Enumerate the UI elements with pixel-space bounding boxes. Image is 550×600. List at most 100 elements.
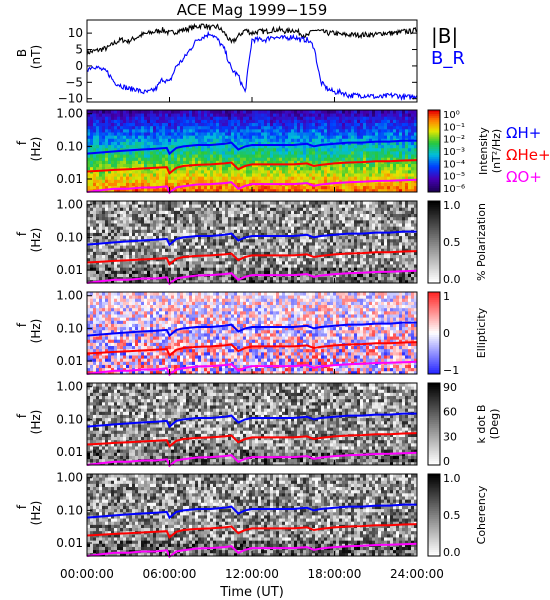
- heatmap-cell: [168, 141, 172, 146]
- heatmap-cell: [258, 235, 262, 240]
- heatmap-cell: [363, 176, 367, 180]
- heatmap-cell: [123, 119, 127, 124]
- heatmap-cell: [240, 125, 244, 130]
- heatmap-cell: [120, 110, 124, 114]
- heatmap-cell: [213, 135, 217, 139]
- heatmap-cell: [126, 179, 130, 183]
- heatmap-cell: [231, 242, 235, 246]
- heatmap-cell: [318, 125, 322, 130]
- heatmap-cell: [147, 204, 151, 208]
- heatmap-cell: [249, 213, 253, 218]
- heatmap-cell: [189, 151, 193, 155]
- heatmap-cell: [306, 267, 310, 271]
- heatmap-cell: [123, 125, 127, 130]
- heatmap-cell: [231, 163, 235, 168]
- heatmap-cell: [396, 119, 400, 124]
- heatmap-cell: [111, 138, 115, 142]
- heatmap-cell: [252, 210, 256, 215]
- heatmap-cell: [162, 216, 166, 221]
- heatmap-cell: [168, 110, 172, 114]
- heatmap-cell: [87, 273, 91, 278]
- heatmap-cell: [117, 185, 121, 190]
- heatmap-cell: [153, 169, 157, 174]
- heatmap-cell: [183, 154, 187, 158]
- heatmap-cell: [348, 147, 352, 152]
- heatmap-cell: [144, 176, 148, 180]
- heatmap-cell: [189, 185, 193, 190]
- heatmap-cell: [258, 125, 262, 130]
- heatmap-cell: [252, 257, 256, 262]
- heatmap-cell: [180, 248, 184, 252]
- heatmap-cell: [411, 169, 415, 174]
- heatmap-cell: [279, 267, 283, 271]
- heatmap-cell: [318, 176, 322, 180]
- heatmap-cell: [312, 248, 316, 252]
- heatmap-cell: [117, 245, 121, 249]
- heatmap-cell: [300, 166, 304, 171]
- heatmap-cell: [216, 151, 220, 155]
- heatmap-cell: [213, 122, 217, 127]
- heatmap-cell: [354, 176, 358, 180]
- heatmap-cell: [153, 267, 157, 271]
- heatmap-cell: [189, 138, 193, 142]
- heatmap-cell: [243, 151, 247, 155]
- heatmap-cell: [240, 251, 244, 256]
- heatmap-cell: [282, 113, 286, 117]
- heatmap-cell: [150, 135, 154, 139]
- heatmap-cell: [345, 113, 349, 117]
- heatmap-cell: [90, 273, 94, 278]
- colorbar-label: Intensity: [477, 127, 490, 175]
- heatmap-cell: [222, 210, 226, 215]
- heatmap-cell: [99, 235, 103, 240]
- heatmap-cell: [384, 173, 388, 177]
- heatmap-cell: [219, 122, 223, 127]
- heatmap-cell: [270, 216, 274, 221]
- heatmap-cell: [138, 144, 142, 149]
- heatmap-cell: [171, 257, 175, 262]
- heatmap-cell: [225, 138, 229, 142]
- heatmap-cell: [138, 264, 142, 268]
- heatmap-cell: [135, 138, 139, 142]
- heatmap-cell: [141, 138, 145, 142]
- heatmap-cell: [111, 110, 115, 114]
- heatmap-cell: [159, 238, 163, 243]
- heatmap-cell: [135, 226, 139, 230]
- heatmap-cell: [279, 128, 283, 133]
- heatmap-cell: [129, 213, 133, 218]
- heatmap-cell: [183, 251, 187, 256]
- heatmap-cell: [120, 125, 124, 130]
- heatmap-cell: [402, 132, 406, 136]
- heatmap-cell: [384, 151, 388, 155]
- heatmap-cell: [381, 169, 385, 174]
- heatmap-cell: [99, 132, 103, 136]
- heatmap-cell: [237, 176, 241, 180]
- heatmap-cell: [105, 110, 109, 114]
- heatmap-cell: [198, 166, 202, 171]
- heatmap-cell: [255, 245, 259, 249]
- heatmap-cell: [366, 154, 370, 158]
- heatmap-cell: [315, 135, 319, 139]
- heatmap-cell: [111, 154, 115, 158]
- heatmap-cell: [234, 257, 238, 262]
- heatmap-cell: [354, 151, 358, 155]
- heatmap-cell: [222, 113, 226, 117]
- heatmap-cell: [213, 226, 217, 230]
- heatmap-cell: [300, 151, 304, 155]
- heatmap-cell: [342, 166, 346, 171]
- heatmap-cell: [168, 251, 172, 256]
- colorbar-swatch: [428, 114, 440, 117]
- heatmap-cell: [264, 210, 268, 215]
- heatmap-cell: [300, 279, 304, 284]
- heatmap-cell: [345, 154, 349, 158]
- heatmap-cell: [156, 125, 160, 130]
- heatmap-cell: [309, 279, 313, 284]
- heatmap-cell: [357, 116, 361, 120]
- heatmap-cell: [324, 151, 328, 155]
- heatmap-cell: [162, 141, 166, 146]
- heatmap-cell: [204, 257, 208, 262]
- heatmap-cell: [198, 219, 202, 224]
- heatmap-cell: [282, 169, 286, 174]
- heatmap-cell: [165, 226, 169, 230]
- heatmap-cell: [294, 213, 298, 218]
- heatmap-cell: [213, 242, 217, 246]
